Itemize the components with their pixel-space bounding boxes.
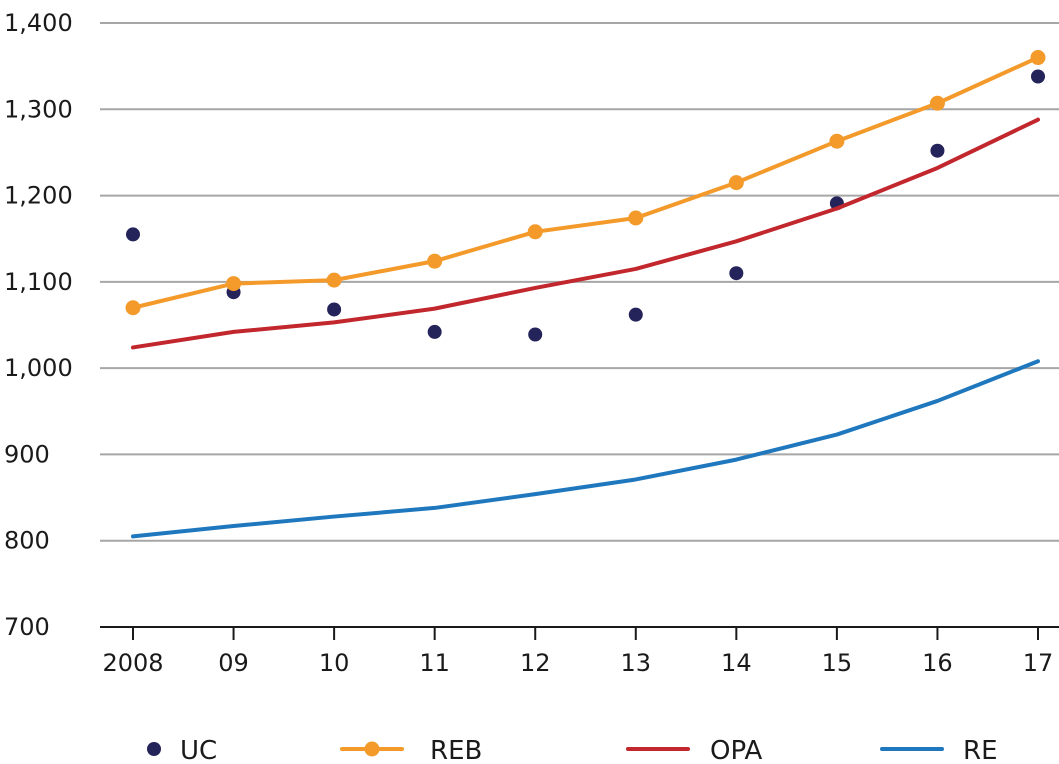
legend-label: REB (430, 736, 482, 764)
data-point-uc (1031, 69, 1045, 84)
x-tick-label: 17 (1023, 649, 1054, 677)
y-tick-label: 900 (4, 440, 50, 468)
x-axis: 2008 09 10 11 12 13 14 15 16 17 (100, 626, 1059, 677)
series-layer (125, 50, 1046, 539)
data-point-uc (427, 324, 442, 339)
data-point-uc (729, 266, 744, 281)
x-tick-label: 16 (922, 649, 953, 677)
legend-item-reb: REB (340, 736, 482, 764)
x-tick-label: 11 (419, 649, 450, 677)
legend: UC REB OPA RE (147, 736, 998, 764)
series-line-re (131, 359, 1040, 539)
x-tick-label: 10 (319, 649, 350, 677)
data-point-reb (125, 300, 141, 316)
x-tick-label: 13 (621, 649, 652, 677)
data-point-reb (728, 175, 744, 191)
x-tick-label: 12 (520, 649, 551, 677)
data-point-reb (427, 253, 443, 269)
x-tick-label: 14 (721, 649, 752, 677)
series-line-opa (131, 117, 1040, 350)
y-tick-label: 800 (4, 527, 50, 555)
legend-label: UC (180, 736, 217, 764)
y-tick-label: 1,300 (4, 95, 73, 123)
data-point-uc (126, 227, 140, 242)
legend-marker (147, 742, 161, 756)
y-tick-label: 1,200 (4, 182, 73, 210)
data-point-reb (929, 95, 945, 111)
data-point-reb (1030, 50, 1046, 66)
data-point-reb (829, 133, 845, 149)
legend-marker (364, 741, 380, 757)
x-tick-label: 2008 (102, 649, 163, 677)
data-point-reb (226, 276, 242, 292)
x-tick-label: 09 (218, 649, 249, 677)
legend-label: RE (963, 736, 998, 764)
legend-label: OPA (710, 736, 762, 764)
data-point-uc (528, 327, 543, 342)
data-point-uc (930, 143, 945, 158)
legend-item-opa: OPA (626, 736, 762, 764)
series-line-reb (131, 55, 1040, 310)
y-tick-label: 1,400 (4, 9, 73, 37)
data-point-uc (628, 307, 643, 322)
x-tick-label: 15 (822, 649, 853, 677)
data-point-uc (327, 302, 342, 317)
data-point-reb (628, 210, 644, 226)
legend-item-re: RE (880, 736, 998, 764)
data-point-reb (326, 272, 342, 288)
y-tick-label: 700 (4, 613, 50, 641)
y-tick-label: 1,100 (4, 268, 73, 296)
y-axis-tick-labels: 700 800 900 1,000 1,100 1,200 1,300 1,400 (4, 9, 73, 641)
data-point-reb (527, 224, 543, 240)
legend-item-uc: UC (147, 736, 217, 764)
y-tick-label: 1,000 (4, 354, 73, 382)
